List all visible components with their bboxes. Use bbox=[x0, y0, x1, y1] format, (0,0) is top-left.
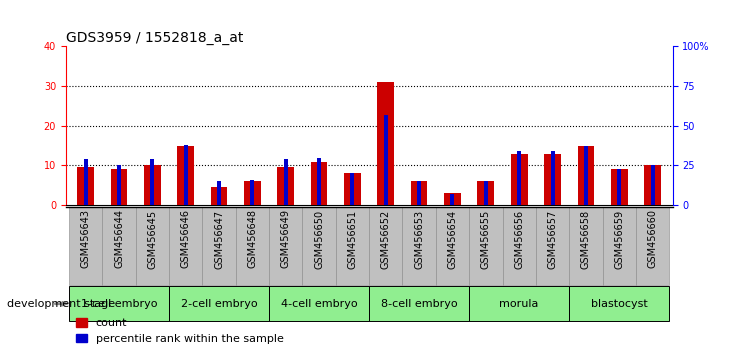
FancyBboxPatch shape bbox=[403, 207, 436, 285]
Text: GSM456651: GSM456651 bbox=[347, 210, 357, 269]
Text: GSM456647: GSM456647 bbox=[214, 210, 224, 269]
Text: GSM456657: GSM456657 bbox=[548, 210, 558, 269]
FancyBboxPatch shape bbox=[502, 207, 536, 285]
Bar bbox=[284, 159, 288, 205]
Bar bbox=[377, 82, 394, 205]
Bar bbox=[511, 154, 528, 205]
Bar bbox=[550, 151, 555, 205]
Text: GSM456658: GSM456658 bbox=[581, 210, 591, 269]
Bar bbox=[651, 166, 654, 205]
Bar bbox=[178, 145, 194, 205]
Bar bbox=[151, 159, 154, 205]
Bar bbox=[544, 154, 561, 205]
FancyBboxPatch shape bbox=[269, 207, 303, 285]
FancyBboxPatch shape bbox=[102, 207, 136, 285]
Bar bbox=[84, 159, 88, 205]
FancyBboxPatch shape bbox=[69, 207, 102, 285]
Bar bbox=[644, 166, 661, 205]
Bar bbox=[617, 169, 621, 205]
Text: GSM456659: GSM456659 bbox=[614, 210, 624, 269]
Bar bbox=[317, 158, 321, 205]
FancyBboxPatch shape bbox=[236, 207, 269, 285]
Text: GSM456654: GSM456654 bbox=[447, 210, 458, 269]
FancyBboxPatch shape bbox=[369, 286, 469, 321]
Bar bbox=[111, 170, 127, 205]
FancyBboxPatch shape bbox=[469, 286, 569, 321]
FancyBboxPatch shape bbox=[169, 207, 202, 285]
Text: GSM456649: GSM456649 bbox=[281, 210, 291, 268]
FancyBboxPatch shape bbox=[436, 207, 469, 285]
FancyBboxPatch shape bbox=[536, 207, 569, 285]
Text: GDS3959 / 1552818_a_at: GDS3959 / 1552818_a_at bbox=[66, 31, 243, 45]
Text: GSM456660: GSM456660 bbox=[648, 210, 657, 268]
FancyBboxPatch shape bbox=[269, 286, 369, 321]
FancyBboxPatch shape bbox=[136, 207, 169, 285]
Text: GSM456650: GSM456650 bbox=[314, 210, 324, 269]
Text: GSM456643: GSM456643 bbox=[81, 210, 91, 268]
Bar bbox=[450, 194, 455, 205]
Text: GSM456645: GSM456645 bbox=[148, 210, 157, 269]
Text: GSM456644: GSM456644 bbox=[114, 210, 124, 268]
Bar bbox=[183, 145, 188, 205]
FancyBboxPatch shape bbox=[569, 207, 602, 285]
Bar bbox=[517, 151, 521, 205]
FancyBboxPatch shape bbox=[69, 286, 169, 321]
Text: development stage: development stage bbox=[7, 299, 115, 309]
FancyBboxPatch shape bbox=[202, 207, 236, 285]
Bar bbox=[477, 181, 494, 205]
FancyBboxPatch shape bbox=[602, 207, 636, 285]
Text: GSM456655: GSM456655 bbox=[481, 210, 491, 269]
FancyBboxPatch shape bbox=[169, 286, 269, 321]
Bar bbox=[584, 147, 588, 205]
Bar bbox=[217, 181, 221, 205]
Bar bbox=[251, 180, 254, 205]
Text: GSM456653: GSM456653 bbox=[414, 210, 424, 269]
Bar bbox=[444, 193, 461, 205]
Bar bbox=[611, 170, 627, 205]
Text: blastocyst: blastocyst bbox=[591, 299, 648, 309]
Text: GSM456656: GSM456656 bbox=[514, 210, 524, 269]
Bar bbox=[311, 161, 327, 205]
Bar bbox=[244, 181, 261, 205]
FancyBboxPatch shape bbox=[569, 286, 669, 321]
Bar bbox=[417, 181, 421, 205]
Bar bbox=[384, 114, 388, 205]
Bar bbox=[278, 167, 294, 205]
Text: 2-cell embryo: 2-cell embryo bbox=[181, 299, 257, 309]
Bar bbox=[484, 181, 488, 205]
FancyBboxPatch shape bbox=[303, 207, 336, 285]
Bar bbox=[77, 167, 94, 205]
Text: 1-cell embryo: 1-cell embryo bbox=[81, 299, 157, 309]
Text: GSM456652: GSM456652 bbox=[381, 210, 391, 269]
Text: GSM456646: GSM456646 bbox=[181, 210, 191, 268]
Text: 8-cell embryo: 8-cell embryo bbox=[381, 299, 458, 309]
Bar bbox=[350, 173, 355, 205]
Text: 4-cell embryo: 4-cell embryo bbox=[281, 299, 357, 309]
FancyBboxPatch shape bbox=[336, 207, 369, 285]
Bar bbox=[144, 166, 161, 205]
Bar bbox=[577, 145, 594, 205]
Text: GSM456648: GSM456648 bbox=[248, 210, 257, 268]
Bar bbox=[117, 166, 121, 205]
Bar bbox=[211, 187, 227, 205]
Text: morula: morula bbox=[499, 299, 539, 309]
FancyBboxPatch shape bbox=[636, 207, 669, 285]
FancyBboxPatch shape bbox=[469, 207, 502, 285]
Legend: count, percentile rank within the sample: count, percentile rank within the sample bbox=[72, 314, 288, 348]
FancyBboxPatch shape bbox=[369, 207, 403, 285]
Bar bbox=[411, 181, 428, 205]
Bar bbox=[344, 173, 361, 205]
